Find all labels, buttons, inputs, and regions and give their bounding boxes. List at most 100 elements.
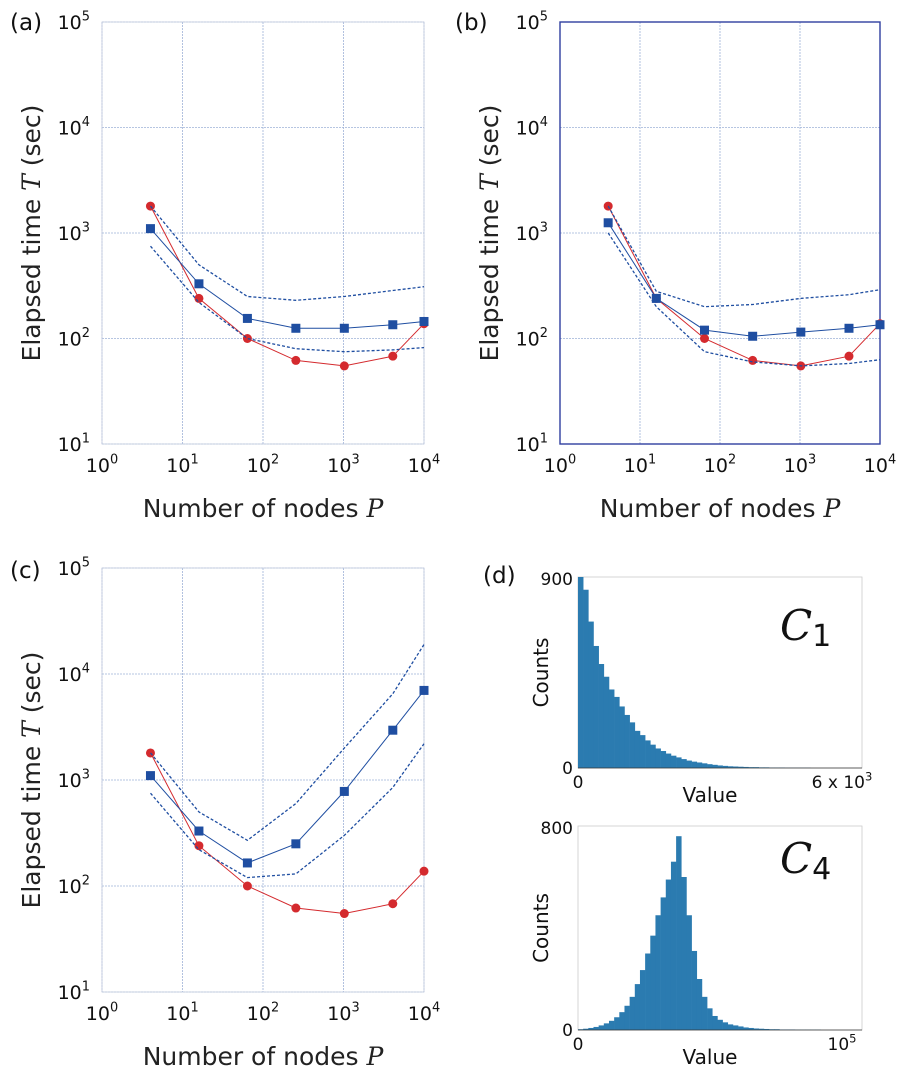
histogram-bar <box>722 1022 729 1030</box>
y-axis-label: Elapsed time T (sec) <box>475 105 504 362</box>
confidence-bound-line <box>149 644 425 842</box>
y-tick-label: 104 <box>58 115 90 140</box>
data-point-square <box>291 839 301 849</box>
x-tick-label: 104 <box>408 1000 440 1025</box>
x-tick-label: 103 <box>327 452 359 477</box>
x-tick-label: 6 x 103 <box>812 769 873 793</box>
histogram-bar <box>701 763 708 768</box>
data-point-circle <box>748 355 758 365</box>
histogram-bar <box>655 915 661 1030</box>
histogram-bar <box>588 1027 594 1030</box>
data-point-circle <box>388 899 398 909</box>
histogram-bar <box>614 1017 620 1030</box>
y-tick-label: 103 <box>516 220 548 245</box>
x-axis-label: Value <box>683 783 738 807</box>
data-point-circle <box>194 841 204 851</box>
plot-frame <box>101 21 425 445</box>
x-tick-label: 102 <box>704 452 736 477</box>
y-tick-label: 102 <box>58 326 90 351</box>
histogram-bar <box>707 764 713 768</box>
data-point-square <box>388 725 398 735</box>
data-point-square <box>699 325 709 335</box>
histogram-bar <box>639 735 646 768</box>
y-tick-label: 104 <box>516 115 548 140</box>
x-tick-label: 104 <box>864 452 896 477</box>
histogram-bar <box>598 664 605 768</box>
y-tick-label: 900 <box>541 570 573 590</box>
series-line <box>150 228 425 329</box>
data-point-square <box>291 323 301 333</box>
histogram-bar <box>624 1005 630 1030</box>
histogram-bar <box>645 740 651 768</box>
histogram-bar <box>634 730 641 768</box>
data-point-circle <box>844 351 854 361</box>
histogram-bar <box>660 751 667 768</box>
histogram-bar <box>701 996 708 1030</box>
histogram-bar <box>748 767 754 768</box>
data-point-square <box>339 786 349 796</box>
histogram-bar <box>603 1023 610 1030</box>
y-tick-label: 101 <box>516 431 548 456</box>
confidence-bound-line <box>149 205 425 301</box>
data-point-square <box>145 771 155 781</box>
plot-frame <box>559 21 881 445</box>
y-tick-label: 102 <box>58 873 90 898</box>
histogram-bar <box>758 1028 765 1030</box>
y-tick-label: 103 <box>58 220 90 245</box>
histogram-bar <box>670 755 677 768</box>
histogram-bar <box>593 1026 599 1030</box>
x-axis-label: Value <box>683 1045 738 1069</box>
y-tick-label: 101 <box>58 979 90 1004</box>
histogram-bar <box>753 1028 760 1030</box>
histogram-bar <box>727 766 734 768</box>
histogram-bar <box>727 1024 734 1030</box>
histogram-bar <box>696 762 703 768</box>
x-axis-label: Number of nodes P <box>143 1042 385 1071</box>
y-tick-label: 102 <box>516 326 548 351</box>
histogram-bar <box>619 1012 625 1030</box>
y-tick-label: 105 <box>516 9 548 34</box>
data-point-circle <box>291 903 301 913</box>
histogram-2: 800 00 105 Value Counts C4 <box>529 819 863 1069</box>
x-tick-label: 101 <box>166 452 198 477</box>
histogram-bar <box>593 645 599 768</box>
y-tick-label: 104 <box>58 661 90 686</box>
histogram-bar <box>681 877 687 1030</box>
histogram-bar <box>655 748 661 768</box>
panel-label: (c) <box>10 558 41 584</box>
confidence-bound-line <box>607 205 881 308</box>
histogram-bar <box>748 1027 754 1030</box>
x-tick-label: 100 <box>544 452 576 477</box>
histogram-bar <box>691 950 698 1030</box>
x-tick-label: 0 <box>573 1035 584 1055</box>
histogram-bar <box>650 744 656 768</box>
x-tick-label: 102 <box>247 1000 279 1025</box>
data-point-square <box>651 293 661 303</box>
histogram-bar <box>578 577 584 768</box>
histogram-title: C4 <box>780 834 831 887</box>
data-point-square <box>339 323 349 333</box>
data-point-circle <box>699 334 709 343</box>
x-tick-label: 102 <box>247 452 279 477</box>
histogram-bar <box>743 1027 749 1030</box>
y-tick-label: 0 <box>562 759 573 779</box>
plot-frame <box>101 567 425 993</box>
confidence-bound-line <box>150 245 425 353</box>
series-line <box>150 690 425 864</box>
histogram-bar <box>614 696 620 768</box>
panel-label: (d) <box>483 563 516 589</box>
data-point-square <box>603 218 613 228</box>
histogram-bar <box>691 761 698 768</box>
x-tick-label: 100 <box>86 452 118 477</box>
data-point-square <box>748 331 758 341</box>
histogram-bar <box>598 1025 605 1030</box>
histogram-bar <box>660 897 667 1030</box>
x-tick-label: 100 <box>86 1000 118 1025</box>
histogram-bar <box>707 1008 713 1031</box>
histogram-bar <box>763 1028 770 1030</box>
data-point-circle <box>339 361 349 371</box>
histogram-bar <box>639 970 646 1031</box>
y-axis-label: Counts <box>529 638 553 708</box>
